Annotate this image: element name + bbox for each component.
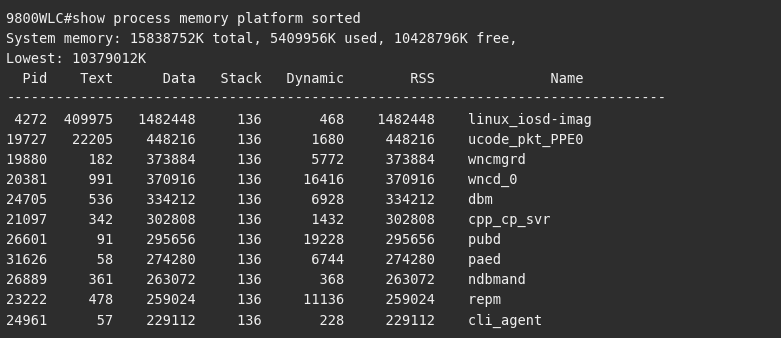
Text: 26601      91    295656     136     19228     295656    pubd: 26601 91 295656 136 19228 295656 pubd bbox=[6, 233, 501, 247]
Text: 24705     536    334212     136      6928     334212    dbm: 24705 536 334212 136 6928 334212 dbm bbox=[6, 193, 493, 207]
Text: 31626      58    274280     136      6744     274280    paed: 31626 58 274280 136 6744 274280 paed bbox=[6, 253, 501, 267]
Text: System memory: 15838752K total, 5409956K used, 10428796K free,: System memory: 15838752K total, 5409956K… bbox=[6, 32, 518, 46]
Text: Lowest: 10379012K: Lowest: 10379012K bbox=[6, 52, 147, 66]
Text: 19880     182    373884     136      5772     373884    wncmgrd: 19880 182 373884 136 5772 373884 wncmgrd bbox=[6, 153, 526, 167]
Text: 19727   22205    448216     136      1680     448216    ucode_pkt_PPE0: 19727 22205 448216 136 1680 448216 ucode… bbox=[6, 132, 583, 147]
Text: 21097     342    302808     136      1432     302808    cpp_cp_svr: 21097 342 302808 136 1432 302808 cpp_cp_… bbox=[6, 213, 551, 227]
Text: 24961      57    229112     136       228     229112    cli_agent: 24961 57 229112 136 228 229112 cli_agent bbox=[6, 314, 543, 328]
Text: 20381     991    370916     136     16416     370916    wncd_0: 20381 991 370916 136 16416 370916 wncd_0 bbox=[6, 173, 518, 187]
Text: --------------------------------------------------------------------------------: ----------------------------------------… bbox=[6, 92, 666, 106]
Text: 9800WLC#show process memory platform sorted: 9800WLC#show process memory platform sor… bbox=[6, 12, 361, 26]
Text: 23222     478    259024     136     11136     259024    repm: 23222 478 259024 136 11136 259024 repm bbox=[6, 293, 501, 307]
Text: 4272  409975   1482448     136       468    1482448    linux_iosd-imag: 4272 409975 1482448 136 468 1482448 linu… bbox=[6, 112, 592, 126]
Text: 26889     361    263072     136       368     263072    ndbmand: 26889 361 263072 136 368 263072 ndbmand bbox=[6, 273, 526, 287]
Text: Pid    Text      Data   Stack   Dynamic        RSS              Name: Pid Text Data Stack Dynamic RSS Name bbox=[6, 72, 583, 86]
